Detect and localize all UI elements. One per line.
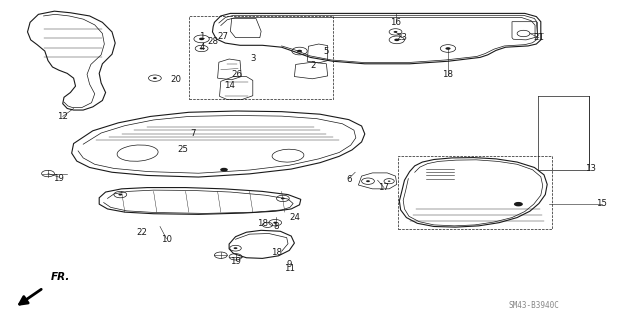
Text: 28: 28	[207, 37, 218, 46]
Text: 17: 17	[378, 183, 390, 192]
Circle shape	[394, 31, 397, 33]
Circle shape	[199, 38, 204, 40]
Circle shape	[445, 47, 451, 50]
Text: 20: 20	[170, 75, 182, 84]
Text: 27: 27	[217, 32, 228, 41]
Text: 18: 18	[257, 219, 268, 228]
Circle shape	[273, 222, 277, 224]
Text: 19: 19	[54, 174, 64, 182]
Text: 25: 25	[177, 145, 188, 154]
Circle shape	[118, 194, 122, 196]
Text: 18: 18	[271, 248, 282, 256]
Text: 19: 19	[230, 257, 241, 266]
Circle shape	[297, 50, 302, 52]
Text: 26: 26	[231, 70, 243, 78]
Text: 11: 11	[284, 264, 295, 273]
Text: 2: 2	[311, 61, 316, 70]
Text: 1: 1	[200, 32, 205, 41]
Text: 7: 7	[191, 129, 196, 138]
Circle shape	[366, 180, 370, 182]
Circle shape	[394, 39, 399, 41]
Text: 24: 24	[289, 213, 300, 222]
Text: 5: 5	[324, 47, 329, 56]
Text: 15: 15	[596, 199, 607, 208]
Text: 8: 8	[274, 222, 279, 231]
Text: 14: 14	[223, 81, 235, 90]
Text: 22: 22	[136, 228, 148, 237]
Text: 23: 23	[396, 33, 408, 42]
Text: 10: 10	[161, 235, 172, 244]
Text: 13: 13	[584, 164, 596, 173]
Circle shape	[388, 181, 390, 182]
Text: 4: 4	[200, 43, 205, 52]
Circle shape	[153, 77, 157, 79]
Text: 6: 6	[346, 175, 351, 184]
Text: 18: 18	[442, 70, 454, 79]
Text: 16: 16	[390, 19, 401, 27]
Circle shape	[514, 202, 523, 206]
Text: 21: 21	[533, 33, 545, 42]
Circle shape	[200, 48, 204, 49]
Text: 12: 12	[57, 112, 68, 121]
Bar	[189, 16, 333, 99]
Text: 3: 3	[250, 54, 255, 63]
Text: SM43-B3940C: SM43-B3940C	[509, 301, 560, 310]
Circle shape	[220, 168, 228, 172]
Text: 9: 9	[287, 260, 292, 269]
Circle shape	[281, 197, 285, 199]
Text: FR.: FR.	[51, 272, 70, 282]
Bar	[398, 156, 552, 229]
Circle shape	[234, 247, 237, 249]
